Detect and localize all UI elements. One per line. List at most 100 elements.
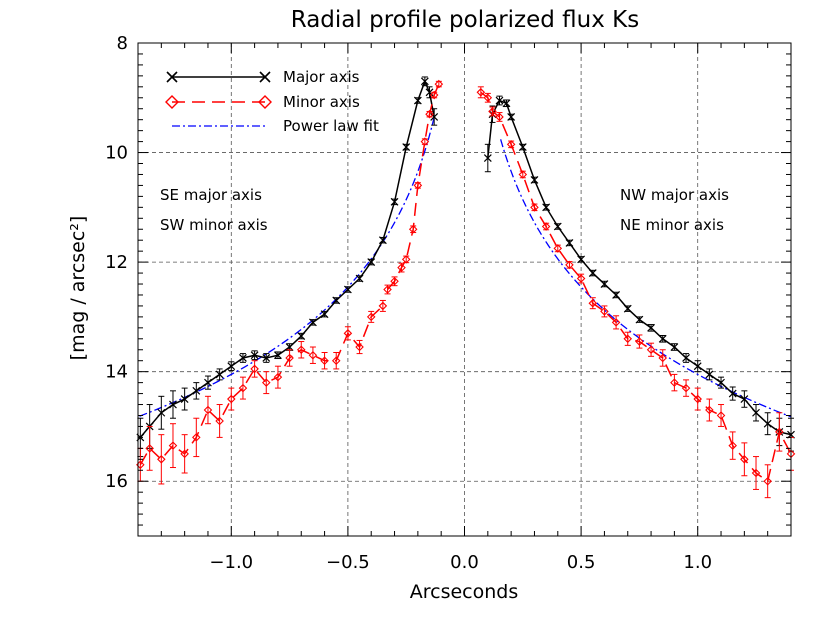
x-axis-label: Arcseconds: [410, 581, 519, 603]
annotation-ne-minor: NE minor axis: [620, 216, 724, 234]
minor-axis-point: [728, 441, 737, 450]
major-axis-point: [378, 236, 387, 245]
major-axis-point: [635, 315, 644, 324]
major-axis-point: [367, 258, 376, 267]
minor-axis-point: [588, 298, 598, 308]
major-axis-line: [487, 99, 792, 436]
minor-axis-point: [611, 318, 621, 327]
power-law-fit-layer: [137, 117, 792, 418]
minor-axis-point: [670, 378, 679, 387]
minor-axis-point: [397, 263, 406, 272]
major-axis-point: [565, 239, 574, 247]
minor-axis-point: [483, 93, 493, 103]
minor-axis-point: [541, 222, 551, 231]
minor-axis-point: [740, 455, 749, 464]
major-axis-point: [262, 354, 271, 362]
major-axis-point: [600, 280, 609, 288]
legend-marker-minor-right: [258, 95, 272, 109]
minor-axis-point: [192, 433, 201, 442]
x-tick-labels: −1.0 −0.5 0.0 0.5 1.0: [209, 552, 712, 573]
minor-axis-point: [238, 383, 248, 393]
series-layer: [136, 76, 796, 499]
x-tick-label: 1.0: [683, 552, 712, 573]
major-axis-point: [204, 378, 212, 387]
minor-axis-point: [203, 405, 213, 415]
minor-axis-point: [273, 372, 283, 382]
minor-axis-point: [390, 277, 399, 286]
major-axis-point: [705, 370, 714, 379]
x-tick-label: 0.0: [450, 552, 479, 573]
major-axis-point: [577, 255, 586, 264]
major-axis-point: [623, 304, 632, 313]
major-axis-point: [308, 318, 317, 327]
minor-axis-point: [681, 383, 691, 393]
major-axis-point: [413, 96, 422, 105]
minor-axis-point: [343, 329, 353, 338]
y-tick-label: 12: [105, 252, 128, 273]
minor-axis-point: [413, 181, 423, 190]
major-axis-point: [332, 296, 341, 305]
major-axis-point: [588, 269, 597, 277]
major-axis-point: [752, 408, 760, 417]
minor-axis-point: [180, 449, 189, 459]
minor-axis-point: [775, 427, 784, 437]
major-axis-point: [169, 400, 177, 409]
major-axis-point: [239, 354, 247, 362]
y-tick-label: 10: [105, 143, 128, 164]
minor-axis-point: [383, 285, 392, 294]
y-tick-label: 16: [105, 471, 128, 492]
minor-axis-point: [705, 405, 714, 415]
minor-axis-point: [553, 244, 563, 253]
major-axis-point: [180, 395, 189, 403]
power-law-fit-curve: [137, 117, 435, 418]
minor-axis-point: [366, 312, 376, 322]
major-axis-point: [495, 96, 504, 105]
major-axis-point: [402, 143, 411, 152]
x-tick-label: −0.5: [326, 552, 370, 573]
major-axis-point: [553, 222, 562, 231]
major-axis-point: [483, 154, 492, 162]
minor-axis-point: [506, 140, 516, 149]
major-axis-point: [274, 351, 282, 360]
legend-label-minor: Minor axis: [283, 93, 360, 111]
major-axis-line: [139, 79, 435, 438]
legend-marker-major-left: [166, 71, 178, 83]
minor-axis-line: [386, 83, 440, 290]
minor-axis-point: [476, 88, 486, 97]
major-axis-point: [343, 285, 352, 294]
minor-axis-point: [285, 353, 294, 363]
major-axis-point: [740, 395, 749, 403]
minor-axis-point: [320, 356, 329, 365]
minor-axis-point: [623, 334, 633, 344]
minor-axis-point: [495, 112, 504, 122]
minor-axis-point: [716, 411, 726, 420]
major-axis-point: [763, 419, 772, 428]
legend-label-fit: Power law fit: [283, 117, 379, 135]
minor-axis-line: [480, 91, 792, 483]
major-axis-point: [507, 113, 516, 121]
y-axis-label: [mag / arcsec²]: [67, 216, 89, 361]
minor-axis-point: [157, 455, 166, 464]
minor-axis-point: [145, 444, 154, 453]
minor-axis-point: [600, 307, 609, 316]
major-axis-point: [502, 99, 511, 108]
axis-ticks: [137, 42, 792, 537]
chart-title: Radial profile polarized flux Ks: [291, 7, 640, 33]
legend-marker-minor-left: [165, 95, 179, 109]
major-axis-point: [192, 386, 201, 395]
major-axis-point: [717, 378, 725, 387]
legend-label-major: Major axis: [283, 68, 360, 86]
minor-axis-point: [635, 337, 644, 346]
major-axis-point: [297, 332, 306, 340]
minor-axis-point: [530, 203, 539, 212]
minor-axis-point: [227, 394, 236, 404]
major-axis-point: [612, 291, 621, 299]
y-tick-label: 14: [105, 362, 128, 383]
minor-axis-point: [378, 301, 388, 311]
major-axis-point: [682, 354, 690, 362]
minor-axis-point: [296, 345, 306, 355]
minor-axis-point: [518, 170, 528, 179]
major-axis-point: [728, 389, 737, 398]
minor-axis-point: [308, 350, 318, 360]
major-axis-point: [320, 310, 329, 319]
